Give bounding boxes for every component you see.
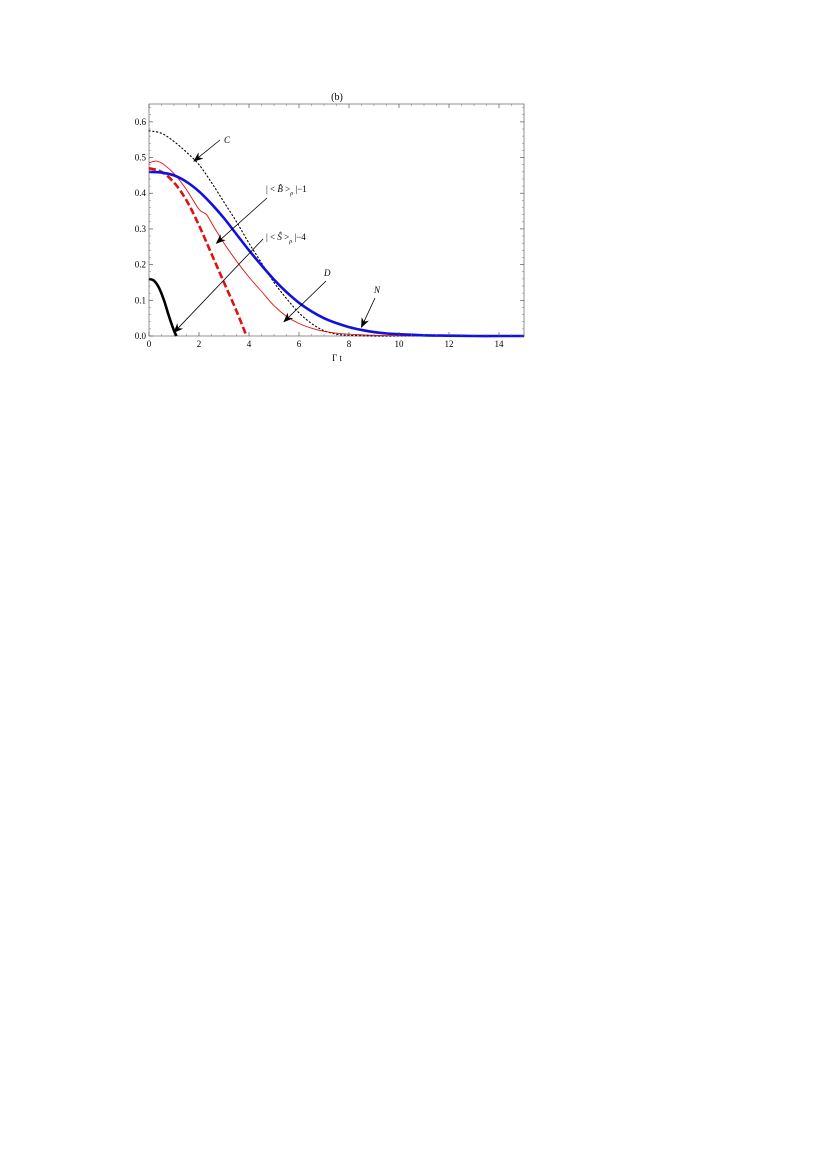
annotation-part-sub: ρ: [289, 191, 293, 197]
annotation-label-C: C: [224, 135, 231, 145]
x-tick-label: 8: [347, 339, 352, 349]
annotation-arrow-B: [215, 197, 268, 244]
annotation-part-text_right: |−4: [292, 232, 306, 242]
x-tick-label: 10: [395, 339, 405, 349]
annotation-part-sub: ρ: [288, 239, 292, 245]
annotation-part-text_mid: >: [283, 184, 290, 194]
series-line-2: [148, 277, 178, 337]
y-tick-label: 0.0: [135, 331, 147, 341]
plot-frame: [148, 103, 525, 337]
y-tick-label: 0.2: [135, 260, 146, 270]
annotation-part-glyph: Ŝ: [277, 232, 282, 242]
series-line-1: [148, 166, 248, 337]
y-tick-label: 0.1: [135, 295, 146, 305]
annotation-label-N: N: [373, 285, 381, 295]
y-tick-label: 0.5: [135, 153, 147, 163]
annotation-part-text_mid: >: [282, 232, 289, 242]
y-tick-label: 0.6: [135, 117, 147, 127]
annotation-part-text_left: | <: [266, 232, 277, 242]
x-tick-label: 2: [197, 339, 202, 349]
curves-layer: [148, 130, 525, 338]
annotation-part-glyph: B̂: [277, 184, 283, 194]
x-axis-label: Γ t: [332, 353, 342, 363]
x-tick-label: 0: [147, 339, 152, 349]
annotation-part-text_right: |−1: [293, 184, 307, 194]
series-line-3: [148, 160, 525, 337]
annotations-layer: C| < B̂ >ρ |−1| < Ŝ >ρ |−4DN: [173, 135, 381, 334]
annotation-label-S: | < Ŝ >ρ |−4: [266, 232, 306, 245]
annotation-arrow-D: [283, 280, 327, 323]
annotation-label-D: D: [323, 268, 331, 278]
annotation-arrow-C: [193, 139, 221, 162]
y-axis: 0.0 0.1 0.2 0.3 0.4 0.5 0.6: [135, 107, 524, 341]
series-line-0: [148, 130, 525, 337]
annotation-arrow-S: [173, 238, 264, 334]
series-line-4: [148, 170, 524, 338]
annotation-arrow-N: [361, 297, 376, 328]
x-tick-label: 12: [445, 339, 454, 349]
chart-title: (b): [331, 92, 343, 103]
annotation-part-text_left: | <: [266, 184, 277, 194]
x-tick-label: 6: [297, 339, 302, 349]
y-tick-label: 0.4: [135, 188, 147, 198]
x-tick-label: 14: [495, 339, 505, 349]
x-tick-label: 4: [247, 339, 252, 349]
y-tick-label: 0.3: [135, 224, 147, 234]
x-axis: 0 2 4 6 8 10 12 14: [147, 104, 525, 349]
annotation-label-B: | < B̂ >ρ |−1: [266, 184, 307, 197]
